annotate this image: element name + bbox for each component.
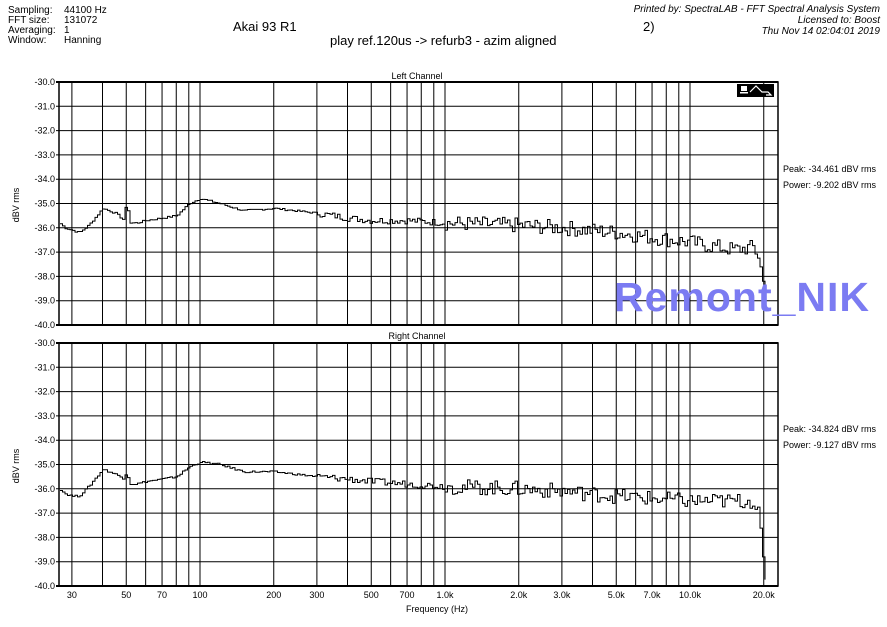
- x-axis-label: Frequency (Hz): [406, 604, 468, 614]
- y-tick-label: -36.0: [34, 223, 55, 233]
- x-tick-label: 1.0k: [436, 590, 454, 600]
- x-axis-ticks: 30 50 70 100 200 300 500 700 1.0k 2.0k 3.0k 5.0k 7.0…: [67, 590, 775, 600]
- print-timestamp: Thu Nov 14 02:04:01 2019: [761, 26, 880, 37]
- setting-value: 1: [64, 25, 70, 36]
- right-channel-title: Right Channel: [388, 331, 445, 341]
- y-tick-label: -33.0: [34, 150, 55, 160]
- x-tick-label: 30: [67, 590, 77, 600]
- x-tick-label: 200: [266, 590, 281, 600]
- chart-subtitle: play ref.120us -> refurb3 - azim aligned: [330, 33, 557, 48]
- title-fragment: 2): [643, 19, 655, 34]
- setting-averaging: Averaging: 1: [8, 26, 107, 36]
- x-tick-label: 10.0k: [679, 590, 702, 600]
- y-tick-label: -40.0: [34, 581, 55, 591]
- setting-value: 131072: [64, 15, 98, 26]
- setting-label: Sampling:: [8, 5, 53, 16]
- x-tick-label: 50: [121, 590, 131, 600]
- right-power-readout: Power: -9.127 dBV rms: [783, 440, 877, 450]
- y-tick-label: -35.0: [34, 199, 55, 209]
- y-tick-label: -30.0: [34, 77, 55, 87]
- y-tick-label: -38.0: [34, 271, 55, 281]
- spectrum-trace: [60, 198, 766, 301]
- licensed-to: Licensed to: Boost: [797, 15, 880, 26]
- setting-window: Window: Hanning: [8, 36, 107, 46]
- y-tick-label: -36.0: [34, 484, 55, 494]
- y-tick-label: -37.0: [34, 247, 55, 257]
- y-tick-label: -31.0: [34, 101, 55, 111]
- x-tick-label: 3.0k: [553, 590, 571, 600]
- y-tick-label: -39.0: [34, 557, 55, 567]
- x-tick-label: 500: [364, 590, 379, 600]
- print-info: Printed by: SpectraLAB - FFT Spectral An…: [634, 4, 880, 37]
- y-tick-label: -32.0: [34, 126, 55, 136]
- left-channel-title: Left Channel: [391, 71, 442, 81]
- x-tick-label: 100: [192, 590, 207, 600]
- left-channel-plot: -30.0 -31.0 -32.0 -33.0 -34.0 -35.0 -36.0 -37.0…: [34, 77, 779, 330]
- printed-by: Printed by: SpectraLAB - FFT Spectral An…: [633, 4, 880, 15]
- setting-label: Window:: [8, 35, 47, 46]
- setting-value: 44100 Hz: [64, 5, 107, 16]
- y-tick-label: -31.0: [34, 362, 55, 372]
- cursor-mode-icon[interactable]: [737, 84, 774, 97]
- y-tick-label: -35.0: [34, 460, 55, 470]
- y-tick-label: -34.0: [34, 435, 55, 445]
- y-tick-label: -37.0: [34, 508, 55, 518]
- x-tick-label: 70: [157, 590, 167, 600]
- left-power-readout: Power: -9.202 dBV rms: [783, 180, 877, 190]
- spectrum-trace: [60, 461, 766, 580]
- right-y-axis-label: dBV rms: [11, 448, 21, 483]
- x-tick-label: 2.0k: [510, 590, 528, 600]
- x-tick-label: 20.0k: [753, 590, 776, 600]
- y-tick-label: -32.0: [34, 387, 55, 397]
- y-tick-label: -30.0: [34, 338, 55, 348]
- setting-sampling: Sampling: 44100 Hz: [8, 6, 107, 16]
- x-tick-label: 300: [309, 590, 324, 600]
- setting-label: Averaging:: [8, 25, 56, 36]
- x-tick-label: 700: [400, 590, 415, 600]
- y-tick-label: -39.0: [34, 296, 55, 306]
- setting-value: Hanning: [64, 35, 102, 46]
- watermark: Remont_NIK: [614, 274, 871, 320]
- left-peak-readout: Peak: -34.461 dBV rms: [783, 164, 877, 174]
- plot-frame: [58, 81, 779, 326]
- right-peak-readout: Peak: -34.824 dBV rms: [783, 424, 877, 434]
- x-tick-label: 5.0k: [608, 590, 626, 600]
- plot-frame: [58, 342, 779, 587]
- left-y-axis-label: dBV rms: [11, 187, 21, 222]
- x-tick-label: 7.0k: [644, 590, 662, 600]
- y-tick-label: -38.0: [34, 532, 55, 542]
- setting-label: FFT size:: [8, 15, 50, 26]
- setting-fft-size: FFT size: 131072: [8, 16, 107, 26]
- settings-block: Sampling: 44100 Hz FFT size: 131072 Averag…: [8, 6, 107, 46]
- y-tick-label: -40.0: [34, 320, 55, 330]
- y-tick-label: -34.0: [34, 174, 55, 184]
- right-channel-plot: -30.0 -31.0 -32.0 -33.0 -34.0 -35.0 -36.0 -37.0…: [34, 338, 779, 591]
- y-tick-label: -33.0: [34, 411, 55, 421]
- chart-title: Akai 93 R1: [233, 19, 297, 34]
